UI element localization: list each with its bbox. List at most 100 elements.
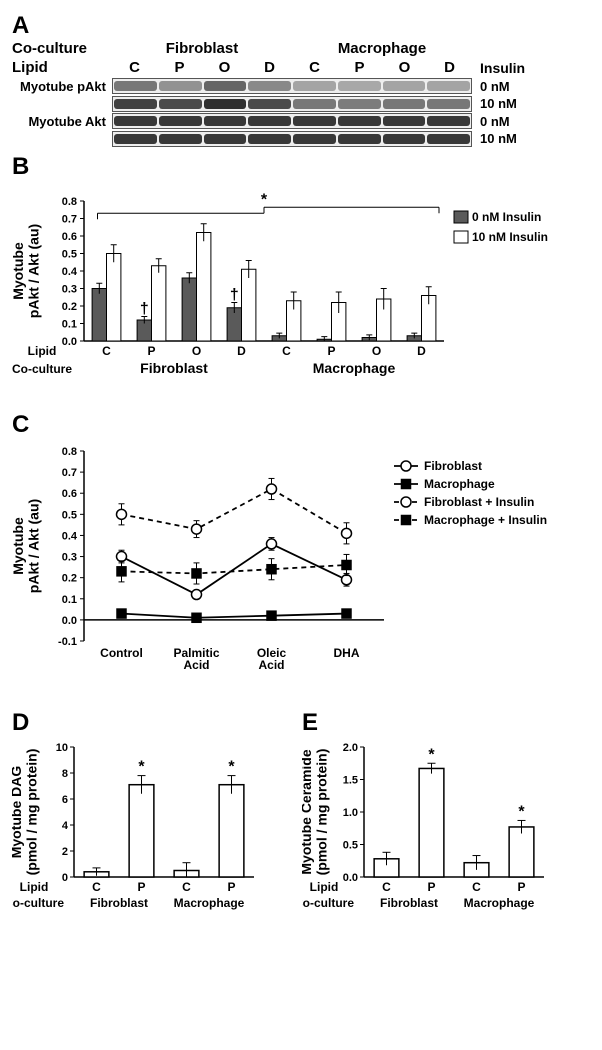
svg-text:Myotube Ceramide(pmol / mg pro: Myotube Ceramide(pmol / mg protein) <box>302 748 329 875</box>
band <box>383 99 426 109</box>
svg-text:Lipid: Lipid <box>310 880 339 894</box>
svg-text:Co-culture: Co-culture <box>302 896 354 910</box>
band <box>427 116 470 126</box>
svg-text:Fibroblast: Fibroblast <box>140 360 208 376</box>
band <box>114 116 157 126</box>
band <box>427 99 470 109</box>
blot-row: Myotube pAkt0 nM <box>12 78 590 94</box>
panel-b-label: B <box>12 153 29 181</box>
blot-row: 10 nM <box>12 96 590 112</box>
cond-D: D <box>427 59 472 76</box>
svg-text:8: 8 <box>62 768 68 780</box>
band <box>248 116 291 126</box>
band <box>204 134 247 144</box>
lipid-header-row: Lipid CPODCPOD Insulin <box>12 59 590 76</box>
svg-text:Co-culture: Co-culture <box>12 896 64 910</box>
svg-text:C: C <box>282 344 291 358</box>
svg-text:0.3: 0.3 <box>62 551 77 563</box>
cond-C: C <box>112 59 157 76</box>
panel-d-chart: 0246810Myotube DAG(pmol / mg protein)C*P… <box>12 737 282 947</box>
svg-text:10: 10 <box>56 742 68 754</box>
panel-a-label: A <box>12 12 590 40</box>
cond-P: P <box>157 59 202 76</box>
cond-O: O <box>202 59 247 76</box>
svg-text:P: P <box>227 880 235 894</box>
insulin-value: 10 nM <box>480 131 550 146</box>
svg-text:0 nM Insulin: 0 nM Insulin <box>472 210 541 224</box>
band <box>159 134 202 144</box>
svg-text:O: O <box>372 344 381 358</box>
panel-e-label: E <box>302 709 572 737</box>
panel-b: B 0.00.10.20.30.40.50.60.70.8MyotubepAkt… <box>12 153 590 401</box>
group-macrophage: Macrophage <box>292 40 472 57</box>
svg-text:Macrophage: Macrophage <box>464 896 535 910</box>
blot-row: Myotube Akt0 nM <box>12 113 590 129</box>
panel-d: D 0246810Myotube DAG(pmol / mg protein)C… <box>12 709 282 947</box>
panel-a: A Co-culture Fibroblast Macrophage Lipid… <box>12 12 590 147</box>
blot-bands <box>112 96 472 112</box>
svg-text:0.6: 0.6 <box>62 231 77 243</box>
band <box>293 81 336 91</box>
panel-c-label: C <box>12 411 590 439</box>
svg-text:*: * <box>518 803 525 820</box>
svg-text:1.5: 1.5 <box>343 774 358 786</box>
svg-text:0: 0 <box>62 872 68 884</box>
svg-text:0.6: 0.6 <box>62 488 77 500</box>
svg-text:Lipid: Lipid <box>28 344 57 358</box>
blot-bands <box>112 131 472 147</box>
cond-C: C <box>292 59 337 76</box>
svg-text:0.0: 0.0 <box>62 336 77 348</box>
svg-text:0.2: 0.2 <box>62 301 77 313</box>
svg-text:†: † <box>230 286 239 303</box>
svg-text:O: O <box>192 344 201 358</box>
svg-text:Macrophage: Macrophage <box>174 896 245 910</box>
band <box>204 81 247 91</box>
insulin-value: 0 nM <box>480 114 550 129</box>
band <box>383 81 426 91</box>
svg-text:0.7: 0.7 <box>62 213 77 225</box>
svg-text:P: P <box>137 880 145 894</box>
band <box>338 99 381 109</box>
band <box>293 134 336 144</box>
blot-bands <box>112 78 472 94</box>
svg-text:Fibroblast + Insulin: Fibroblast + Insulin <box>424 495 534 509</box>
svg-text:Acid: Acid <box>258 658 284 672</box>
panel-d-e-row: D 0246810Myotube DAG(pmol / mg protein)C… <box>12 709 590 947</box>
panel-e: E 0.00.51.01.52.0Myotube Ceramide(pmol /… <box>302 709 572 947</box>
svg-text:Fibroblast: Fibroblast <box>90 896 148 910</box>
cond-P: P <box>337 59 382 76</box>
svg-text:0.8: 0.8 <box>62 196 77 208</box>
svg-text:0.4: 0.4 <box>62 530 78 542</box>
band <box>114 134 157 144</box>
svg-text:MyotubepAkt / Akt (au): MyotubepAkt / Akt (au) <box>12 498 41 592</box>
svg-text:*: * <box>138 758 145 775</box>
band <box>338 81 381 91</box>
band <box>204 99 247 109</box>
svg-text:P: P <box>327 344 335 358</box>
panel-c-chart: -0.10.00.10.20.30.40.50.60.70.8MyotubepA… <box>12 439 572 699</box>
svg-text:MyotubepAkt / Akt (au): MyotubepAkt / Akt (au) <box>12 223 41 317</box>
svg-text:C: C <box>102 344 111 358</box>
svg-text:D: D <box>417 344 426 358</box>
band <box>248 99 291 109</box>
svg-text:Myotube DAG(pmol / mg protein): Myotube DAG(pmol / mg protein) <box>12 748 39 875</box>
svg-text:0.8: 0.8 <box>62 446 77 458</box>
svg-text:-0.1: -0.1 <box>58 636 77 648</box>
coculture-label: Co-culture <box>12 40 112 57</box>
insulin-value: 0 nM <box>480 79 550 94</box>
svg-text:Fibroblast: Fibroblast <box>380 896 438 910</box>
svg-text:0.0: 0.0 <box>343 872 358 884</box>
panel-b-chart: 0.00.10.20.30.40.50.60.70.8MyotubepAkt /… <box>12 181 572 401</box>
svg-text:*: * <box>228 758 235 775</box>
svg-text:P: P <box>517 880 525 894</box>
svg-text:2: 2 <box>62 846 68 858</box>
svg-text:0.1: 0.1 <box>62 593 77 605</box>
band <box>293 99 336 109</box>
panel-d-label: D <box>12 709 282 737</box>
blot-container: Myotube pAkt0 nM10 nMMyotube Akt0 nM10 n… <box>12 78 590 147</box>
insulin-header: Insulin <box>480 60 550 76</box>
svg-text:2.0: 2.0 <box>343 742 358 754</box>
blot-bands <box>112 113 472 129</box>
svg-text:P: P <box>147 344 155 358</box>
band <box>248 134 291 144</box>
